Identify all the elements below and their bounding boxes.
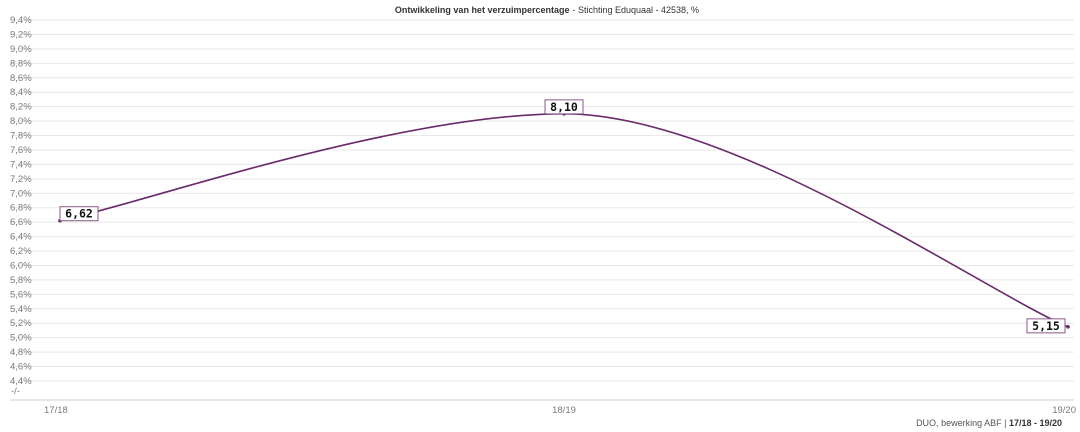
x-tick-label: 17/18 <box>44 405 68 416</box>
y-tick-label: 8,4% <box>10 87 32 98</box>
y-tick-label: 7,8% <box>10 131 32 142</box>
y-axis-break-marker: -/- <box>11 386 20 397</box>
y-tick-label: 4,4% <box>10 376 32 387</box>
y-tick-label: 9,2% <box>10 29 32 40</box>
y-tick-label: 8,8% <box>10 58 32 69</box>
source-footer: DUO, bewerking ABF | 17/18 - 19/20 <box>916 418 1062 428</box>
y-tick-label: 9,0% <box>10 44 32 55</box>
data-label: 6,62 <box>59 206 99 222</box>
data-label-text: 6,62 <box>65 207 93 221</box>
y-tick-label: 6,0% <box>10 260 32 271</box>
y-axis-ticks: 4,4% 4,6% 4,8% 5,0% 5,2% 5,4% 5,6% 5,8% 6,0% 6,2%… <box>10 15 32 387</box>
y-tick-label: 5,4% <box>10 304 32 315</box>
chart-subtitle: - Stichting Eduquaal - 42538, % <box>572 5 699 15</box>
data-label: 8,10 <box>544 99 584 115</box>
y-tick-label: 7,6% <box>10 145 32 156</box>
y-tick-label: 9,4% <box>10 15 32 26</box>
y-tick-label: 7,4% <box>10 159 32 170</box>
y-tick-label: 5,6% <box>10 289 32 300</box>
y-tick-label: 4,6% <box>10 362 32 373</box>
data-label-text: 8,10 <box>550 100 578 114</box>
x-tick-label: 19/20 <box>1052 405 1076 416</box>
footer-source: DUO, bewerking ABF | <box>916 418 1007 428</box>
chart-title-line: Ontwikkeling van het verzuimpercentage - … <box>395 5 699 15</box>
y-tick-label: 8,6% <box>10 73 32 84</box>
chart-title: Ontwikkeling van het verzuimpercentage <box>395 5 570 15</box>
y-tick-label: 5,2% <box>10 318 32 329</box>
series-line <box>58 112 1070 329</box>
y-tick-label: 8,2% <box>10 102 32 113</box>
y-tick-label: 6,6% <box>10 217 32 228</box>
grid-lines <box>10 19 1074 382</box>
y-tick-label: 6,8% <box>10 203 32 214</box>
x-tick-label: 18/19 <box>552 405 576 416</box>
data-label-text: 5,15 <box>1032 319 1060 333</box>
y-tick-label: 5,0% <box>10 333 32 344</box>
x-axis-ticks: 17/18 18/19 19/20 <box>44 405 1076 416</box>
data-label-box <box>1026 318 1066 334</box>
footer-period: 17/18 - 19/20 <box>1008 418 1062 428</box>
y-tick-label: 7,0% <box>10 188 32 199</box>
y-tick-label: 8,0% <box>10 116 32 127</box>
data-label: 5,15 <box>1026 318 1066 334</box>
data-label-box <box>59 206 99 222</box>
y-tick-label: 4,8% <box>10 347 32 358</box>
data-point <box>1066 325 1070 329</box>
y-tick-label: 6,4% <box>10 232 32 243</box>
y-tick-label: 5,8% <box>10 275 32 286</box>
data-labels: 6,62 8,10 5,15 <box>59 99 1066 334</box>
y-tick-label: 7,2% <box>10 174 32 185</box>
y-tick-label: 6,2% <box>10 246 32 257</box>
series-path <box>59 113 1069 328</box>
data-label-box <box>544 99 584 115</box>
